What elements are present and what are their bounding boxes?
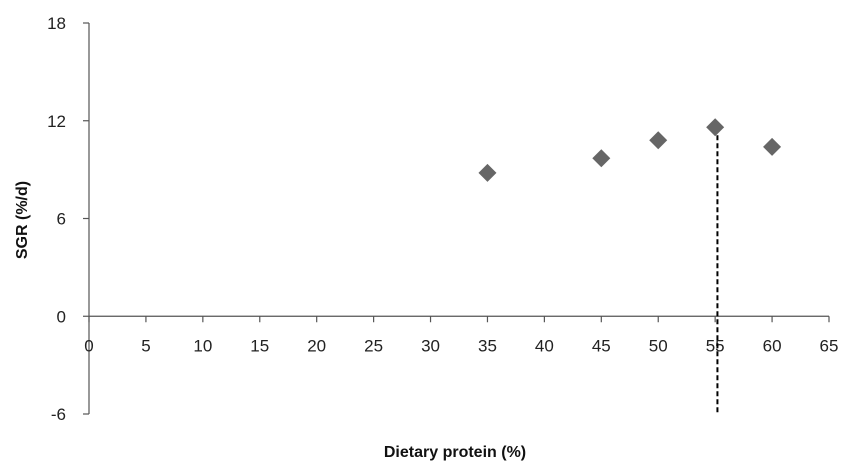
x-tick-label: 50 [649, 336, 668, 355]
data-point [706, 118, 725, 137]
y-tick-label: 12 [47, 112, 66, 131]
data-point [478, 163, 497, 182]
x-tick-label: 35 [478, 336, 497, 355]
ticks: 0 5 10 15 20 25 30 35 40 45 50 55 60 65 -6 0 6 12 18 [47, 14, 838, 424]
x-tick-label: 15 [250, 336, 269, 355]
y-tick-label: 18 [47, 14, 66, 33]
x-tick-label: 20 [307, 336, 326, 355]
data-point [649, 131, 668, 150]
x-tick-label: 40 [535, 336, 554, 355]
x-axis-title: Dietary protein (%) [384, 444, 526, 461]
x-tick-label: 5 [141, 336, 150, 355]
data-point [592, 149, 611, 168]
y-axis-title: SGR (%/d) [14, 181, 31, 259]
y-tick-label: 0 [57, 307, 66, 326]
x-tick-label: 45 [592, 336, 611, 355]
y-tick-label: -6 [51, 405, 66, 424]
x-tick-label: 60 [763, 336, 782, 355]
y-tick-label: 6 [57, 210, 66, 229]
x-tick-label: 0 [84, 336, 93, 355]
x-tick-label: 65 [820, 336, 839, 355]
x-tick-label: 30 [421, 336, 440, 355]
data-point [763, 137, 782, 156]
data-points [478, 118, 782, 182]
x-tick-label: 25 [364, 336, 383, 355]
x-tick-label: 10 [193, 336, 212, 355]
x-tick-label: 55 [706, 336, 725, 355]
